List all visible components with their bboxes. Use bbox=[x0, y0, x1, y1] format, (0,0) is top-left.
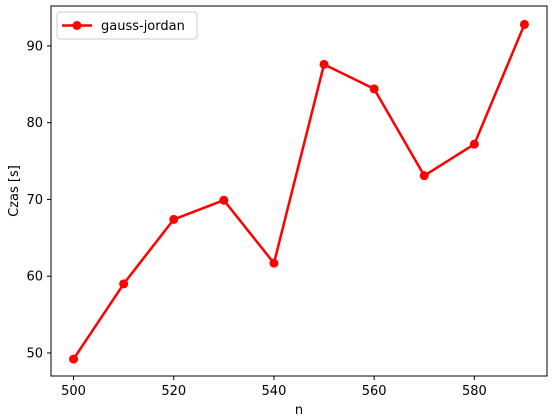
x-tick-label: 520 bbox=[161, 384, 186, 399]
x-axis-label: n bbox=[295, 403, 303, 418]
x-tick-label: 500 bbox=[61, 384, 86, 399]
y-tick-label: 80 bbox=[26, 116, 43, 131]
y-axis-ticks: 50 60 70 80 90 bbox=[26, 39, 51, 361]
x-tick-label: 580 bbox=[462, 384, 487, 399]
y-axis-label: Czas [s] bbox=[7, 165, 22, 217]
data-point bbox=[219, 195, 229, 205]
data-point bbox=[319, 59, 329, 69]
data-point bbox=[119, 279, 129, 289]
x-axis-ticks: 500 520 540 560 580 bbox=[61, 376, 487, 399]
data-point bbox=[369, 84, 379, 94]
legend: gauss-jordan bbox=[56, 11, 198, 40]
series-layer bbox=[69, 19, 529, 364]
x-tick-label: 540 bbox=[262, 384, 287, 399]
y-tick-label: 70 bbox=[26, 193, 43, 208]
legend-label: gauss-jordan bbox=[101, 19, 185, 34]
data-point bbox=[169, 214, 179, 224]
data-point bbox=[419, 171, 429, 181]
plot-area bbox=[51, 6, 547, 376]
legend-marker-swatch bbox=[72, 21, 82, 30]
plot-frame bbox=[50, 5, 548, 377]
series-line-gauss-jordan bbox=[72, 23, 526, 360]
data-point bbox=[469, 139, 479, 149]
y-tick-label: 50 bbox=[26, 346, 43, 361]
data-point bbox=[519, 19, 529, 29]
legend-box bbox=[56, 11, 198, 40]
data-point bbox=[269, 258, 279, 268]
y-tick-label: 90 bbox=[26, 39, 43, 54]
y-tick-label: 60 bbox=[26, 270, 43, 285]
x-tick-label: 560 bbox=[362, 384, 387, 399]
data-point bbox=[69, 354, 79, 364]
